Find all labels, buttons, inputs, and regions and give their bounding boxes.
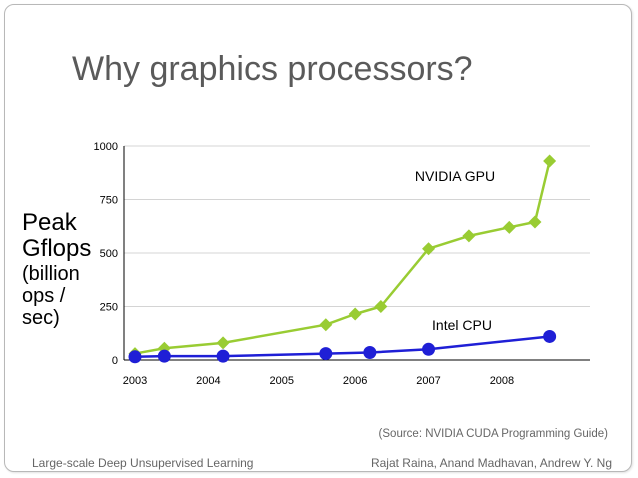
data-point-intel-cpu bbox=[422, 342, 436, 356]
series-label-intel-cpu: Intel CPU bbox=[432, 317, 492, 333]
data-point-intel-cpu bbox=[543, 329, 557, 343]
y-tick-label: 0 bbox=[112, 355, 118, 367]
x-tick-label: 2006 bbox=[343, 375, 367, 387]
data-point-intel-cpu bbox=[157, 349, 171, 363]
slide-frame bbox=[4, 4, 632, 472]
source-citation: (Source: NVIDIA CUDA Programming Guide) bbox=[378, 428, 608, 440]
y-axis-label-line3: (billion ops / sec) bbox=[22, 262, 80, 329]
series-label-nvidia-gpu: NVIDIA GPU bbox=[415, 168, 495, 184]
data-point-intel-cpu bbox=[363, 346, 377, 360]
data-point-intel-cpu bbox=[128, 350, 142, 364]
x-tick-label: 2008 bbox=[490, 375, 514, 387]
x-tick-label: 2007 bbox=[416, 375, 440, 387]
data-point-nvidia-gpu bbox=[374, 300, 388, 313]
data-point-nvidia-gpu bbox=[422, 242, 436, 256]
series-layer bbox=[128, 154, 557, 364]
y-axis-label-line1: Peak bbox=[22, 209, 77, 236]
data-point-nvidia-gpu bbox=[216, 336, 230, 350]
y-tick-label: 1000 bbox=[94, 141, 118, 153]
footer-left: Large-scale Deep Unsupervised Learning bbox=[32, 456, 254, 470]
grid-layer bbox=[124, 145, 590, 361]
data-point-intel-cpu bbox=[216, 349, 230, 363]
data-point-intel-cpu bbox=[319, 347, 333, 361]
y-axis-label: Peak Gflops (billion ops / sec) bbox=[22, 209, 92, 329]
slide-title: Why graphics processors? bbox=[72, 50, 473, 88]
data-point-nvidia-gpu bbox=[348, 307, 362, 321]
x-tick-label: 2003 bbox=[123, 375, 147, 387]
series-line-intel-cpu bbox=[134, 335, 550, 359]
data-point-nvidia-gpu bbox=[462, 229, 476, 243]
data-point-nvidia-gpu bbox=[528, 215, 542, 229]
x-tick-label: 2005 bbox=[270, 375, 294, 387]
data-point-nvidia-gpu bbox=[543, 154, 557, 168]
footer-right: Rajat Raina, Anand Madhavan, Andrew Y. N… bbox=[370, 456, 612, 470]
data-point-nvidia-gpu bbox=[319, 318, 333, 332]
label-layer: NVIDIA GPU Intel CPU bbox=[415, 168, 495, 333]
axis-layer: 0 250 500 750 1000 2003 2004 2005 2006 2007 2008 bbox=[94, 141, 590, 387]
data-point-nvidia-gpu bbox=[502, 220, 516, 234]
y-tick-label: 250 bbox=[100, 302, 118, 314]
y-tick-label: 750 bbox=[100, 195, 118, 207]
y-tick-label: 500 bbox=[100, 248, 118, 260]
y-axis-label-line2: Gflops bbox=[22, 235, 92, 263]
x-tick-label: 2004 bbox=[196, 375, 220, 387]
